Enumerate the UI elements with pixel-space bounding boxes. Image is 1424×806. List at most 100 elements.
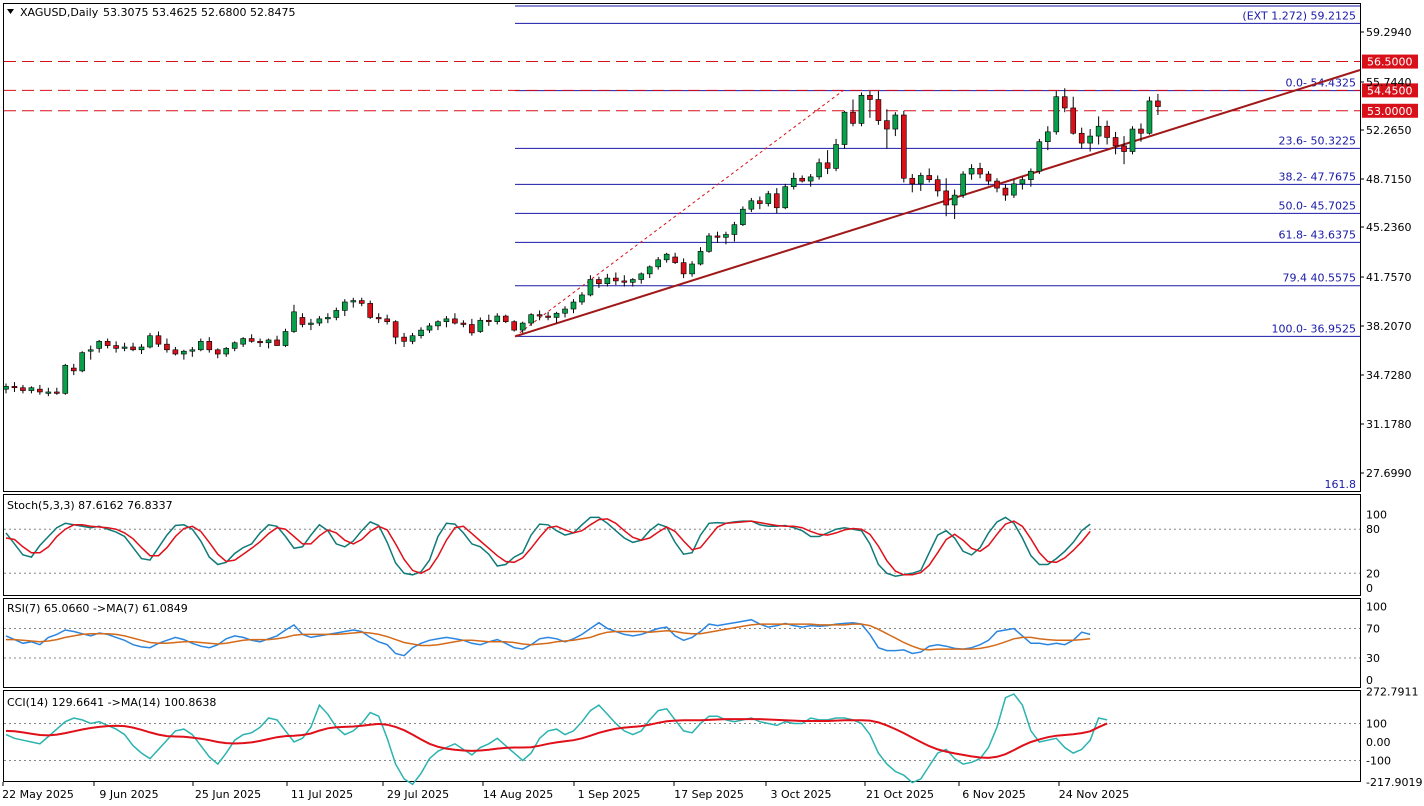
candle[interactable] bbox=[985, 173, 992, 182]
candle[interactable] bbox=[308, 322, 314, 325]
candle[interactable] bbox=[206, 341, 213, 351]
candle[interactable] bbox=[460, 322, 467, 325]
candle[interactable] bbox=[1070, 107, 1077, 134]
candle[interactable] bbox=[265, 339, 272, 344]
candle[interactable] bbox=[70, 367, 77, 372]
candle[interactable] bbox=[130, 346, 136, 351]
candle[interactable] bbox=[231, 342, 238, 349]
candle[interactable] bbox=[113, 345, 119, 349]
candle[interactable] bbox=[20, 387, 26, 391]
candle[interactable] bbox=[155, 335, 162, 345]
candle[interactable] bbox=[54, 391, 60, 394]
candle[interactable] bbox=[596, 279, 602, 285]
candle[interactable] bbox=[375, 317, 382, 320]
candle[interactable] bbox=[833, 144, 839, 169]
candle[interactable] bbox=[884, 120, 890, 130]
candle[interactable] bbox=[663, 253, 670, 261]
candle[interactable] bbox=[841, 111, 848, 145]
candle[interactable] bbox=[706, 235, 712, 252]
candle[interactable] bbox=[824, 162, 831, 169]
candle[interactable] bbox=[333, 310, 340, 318]
candle[interactable] bbox=[926, 175, 933, 180]
candle[interactable] bbox=[638, 273, 645, 280]
candle[interactable] bbox=[1129, 128, 1136, 152]
candle[interactable] bbox=[731, 224, 738, 235]
candle[interactable] bbox=[875, 99, 882, 121]
stoch-pane[interactable] bbox=[3, 494, 1361, 596]
candle[interactable] bbox=[629, 279, 636, 283]
candle[interactable] bbox=[1036, 141, 1043, 172]
candle[interactable] bbox=[11, 386, 18, 389]
candle[interactable] bbox=[765, 193, 772, 204]
candle[interactable] bbox=[79, 352, 86, 372]
candle[interactable] bbox=[325, 317, 331, 320]
candle[interactable] bbox=[45, 391, 52, 394]
candle[interactable] bbox=[799, 177, 805, 182]
candle[interactable] bbox=[1138, 128, 1144, 134]
candle[interactable] bbox=[613, 277, 619, 282]
candle[interactable] bbox=[951, 194, 958, 206]
candle[interactable] bbox=[1104, 125, 1110, 138]
candle[interactable] bbox=[181, 350, 187, 355]
candle[interactable] bbox=[977, 168, 983, 175]
candle[interactable] bbox=[1019, 179, 1026, 185]
candle[interactable] bbox=[291, 311, 297, 332]
candle[interactable] bbox=[341, 301, 348, 311]
main-pane[interactable] bbox=[3, 3, 1361, 492]
candle[interactable] bbox=[62, 364, 69, 394]
candle[interactable] bbox=[121, 346, 128, 349]
candle[interactable] bbox=[350, 300, 357, 303]
candle[interactable] bbox=[502, 315, 509, 322]
candle[interactable] bbox=[452, 318, 458, 324]
candle[interactable] bbox=[748, 200, 755, 210]
candle[interactable] bbox=[1095, 125, 1102, 137]
candle[interactable] bbox=[1053, 96, 1060, 133]
candle[interactable] bbox=[494, 315, 501, 322]
candle[interactable] bbox=[740, 208, 746, 225]
candle[interactable] bbox=[384, 318, 390, 322]
candle[interactable] bbox=[689, 263, 695, 275]
candle[interactable] bbox=[1146, 100, 1153, 134]
candle[interactable] bbox=[714, 235, 721, 238]
candle[interactable] bbox=[1011, 183, 1017, 196]
candle[interactable] bbox=[87, 349, 94, 352]
candle[interactable] bbox=[757, 200, 763, 204]
candle[interactable] bbox=[672, 256, 678, 263]
candle[interactable] bbox=[934, 179, 941, 192]
candle[interactable] bbox=[164, 343, 170, 351]
candle[interactable] bbox=[816, 162, 822, 178]
candle[interactable] bbox=[901, 114, 907, 179]
candle[interactable] bbox=[28, 387, 35, 391]
candle[interactable] bbox=[1087, 135, 1093, 144]
menu-triangle-icon[interactable] bbox=[7, 9, 14, 14]
candle[interactable] bbox=[477, 319, 484, 332]
candle[interactable] bbox=[409, 335, 416, 342]
candle[interactable] bbox=[909, 177, 916, 185]
candle[interactable] bbox=[37, 388, 43, 393]
candle[interactable] bbox=[553, 312, 560, 318]
candle[interactable] bbox=[1061, 96, 1068, 109]
candle[interactable] bbox=[807, 176, 814, 182]
candle[interactable] bbox=[655, 259, 661, 268]
candle[interactable] bbox=[198, 341, 204, 351]
candle[interactable] bbox=[646, 266, 653, 275]
candle[interactable] bbox=[587, 279, 594, 296]
candle[interactable] bbox=[850, 111, 856, 124]
candle[interactable] bbox=[994, 180, 1000, 189]
candle[interactable] bbox=[545, 315, 551, 318]
candle[interactable] bbox=[968, 168, 975, 175]
candle[interactable] bbox=[358, 300, 365, 304]
candle[interactable] bbox=[858, 95, 865, 124]
candle[interactable] bbox=[147, 335, 153, 348]
cci-pane[interactable] bbox=[3, 690, 1361, 782]
candle[interactable] bbox=[604, 277, 611, 285]
candle[interactable] bbox=[892, 114, 899, 130]
candle[interactable] bbox=[240, 338, 246, 345]
candle[interactable] bbox=[723, 234, 729, 238]
candle[interactable] bbox=[773, 193, 780, 209]
candle[interactable] bbox=[1121, 145, 1127, 152]
candle[interactable] bbox=[257, 341, 263, 344]
candle[interactable] bbox=[697, 251, 704, 265]
candle[interactable] bbox=[536, 314, 543, 317]
candle[interactable] bbox=[867, 95, 873, 100]
